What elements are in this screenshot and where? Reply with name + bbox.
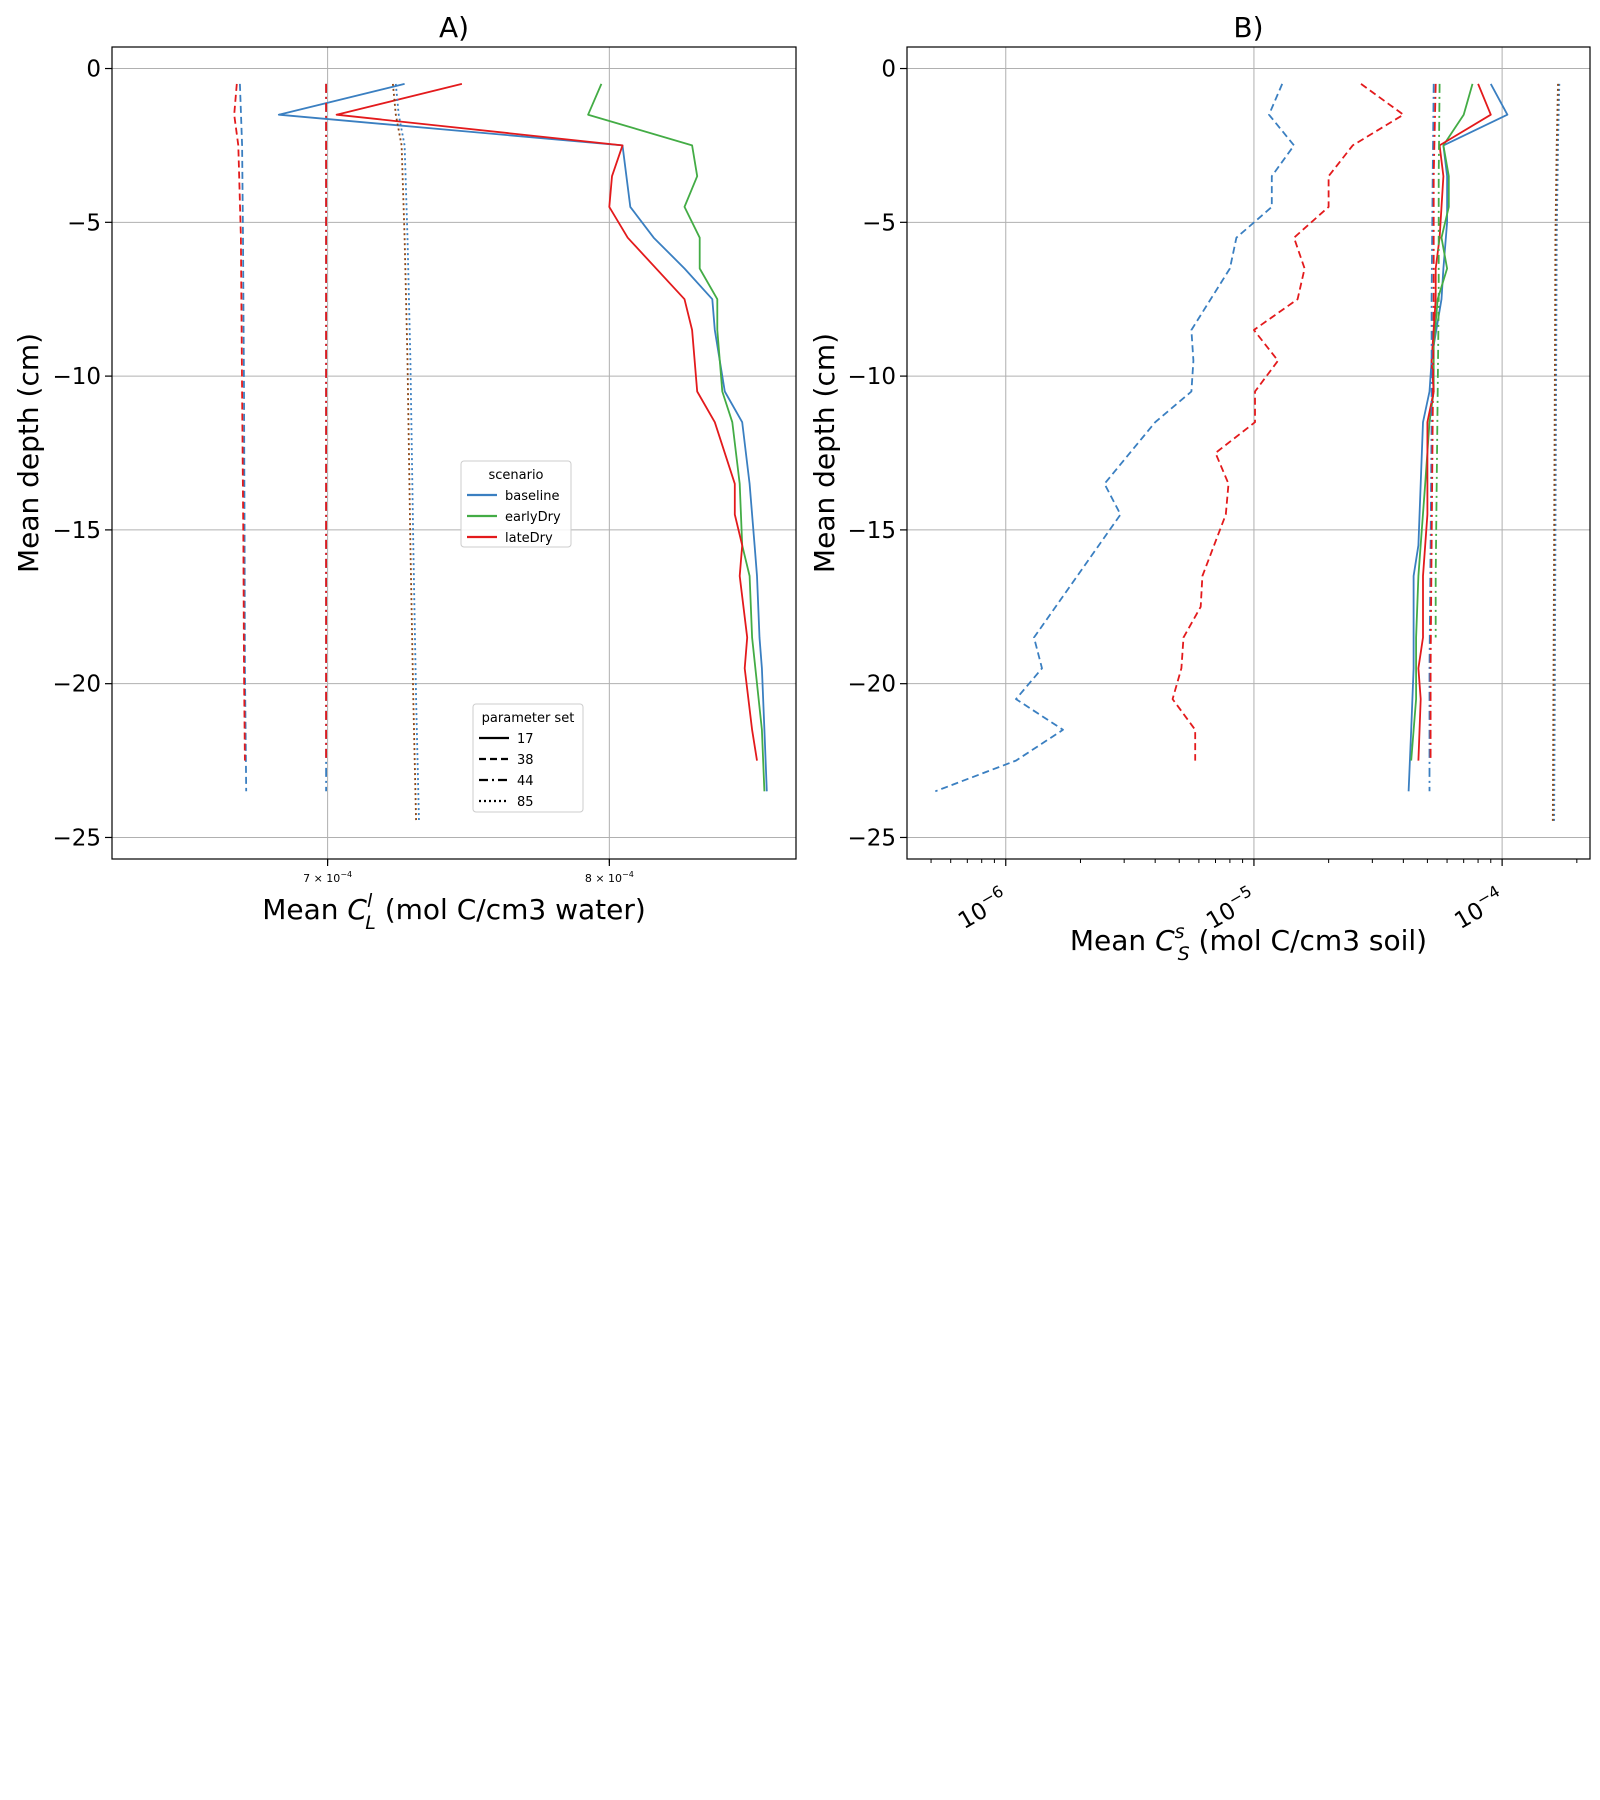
y-tick-label: −15 (52, 518, 101, 544)
series-line-lateDry-17 (1417, 83, 1492, 761)
y-tick-label: 0 (86, 57, 101, 83)
series-line-earlyDry-17 (1410, 83, 1474, 761)
legend-scenario: scenario baseline earlyDry lateDry (460, 460, 572, 548)
y-tick-label: −20 (52, 672, 101, 698)
y-tick-label: −20 (847, 672, 896, 698)
legend-entry-label: 38 (517, 753, 534, 768)
y-tick-label: −25 (52, 825, 101, 851)
axes-frame (906, 46, 1591, 860)
x-axis-label: Mean Cs S (mol C/cm3 soil) (1070, 921, 1427, 965)
y-axis-label: Mean depth (cm) (808, 333, 841, 573)
y-axis-label: Mean depth (cm) (12, 333, 45, 573)
series-line-lateDry-38 (233, 83, 246, 761)
x-tick-label: 8 × 10−4 (585, 870, 634, 885)
y-tick-label: −10 (52, 364, 101, 390)
series-line-lateDry-44 (1429, 83, 1437, 761)
series-line-lateDry-38 (1171, 83, 1405, 761)
series-line-earlyDry-44 (1434, 83, 1441, 638)
y-tick-label: −15 (847, 518, 896, 544)
legend-frame (472, 703, 584, 813)
legend-entry-label: baseline (505, 489, 559, 504)
series-line-baseline-17 (277, 83, 768, 792)
series-line-lateDry-85 (392, 83, 417, 823)
y-tick-label: −5 (67, 210, 101, 236)
y-tick-label: −25 (847, 825, 896, 851)
panel-A: 0 −5 −10 −15 −20 −25 7 × 10−4 8 × 10−4 A) Mean de… (12, 11, 797, 934)
legend-entry-label: 85 (517, 795, 534, 810)
legend-entry-label: lateDry (505, 531, 553, 546)
y-tick-label: 0 (881, 57, 896, 83)
legend-frame (460, 460, 572, 548)
legend-entry-label: earlyDry (505, 510, 561, 525)
legend-entry-label: 17 (517, 732, 534, 747)
series-line-baseline-38 (934, 83, 1295, 793)
series-line-lateDry-85 (1551, 83, 1559, 823)
panel-title: B) (1233, 11, 1263, 44)
legend-title: parameter set (482, 711, 575, 726)
panel-title: A) (439, 11, 469, 44)
series-line-baseline-85 (1553, 83, 1561, 823)
series-line-baseline-44 (1428, 83, 1435, 792)
series-line-lateDry-17 (335, 83, 758, 761)
y-tick-label: −10 (847, 364, 896, 390)
legend-entry-label: 44 (517, 774, 534, 789)
axes-frame (111, 46, 797, 860)
legend-title: scenario (488, 468, 543, 483)
legend-parameter-set: parameter set 17 38 44 85 (472, 703, 584, 813)
series-line-earlyDry-17 (587, 83, 766, 792)
x-axis-label: Mean Cl L (mol C/cm3 water) (262, 890, 646, 934)
y-tick-label: −5 (862, 210, 896, 236)
x-tick-label: 7 × 10−4 (303, 870, 352, 885)
series-line-baseline-85 (394, 83, 420, 823)
